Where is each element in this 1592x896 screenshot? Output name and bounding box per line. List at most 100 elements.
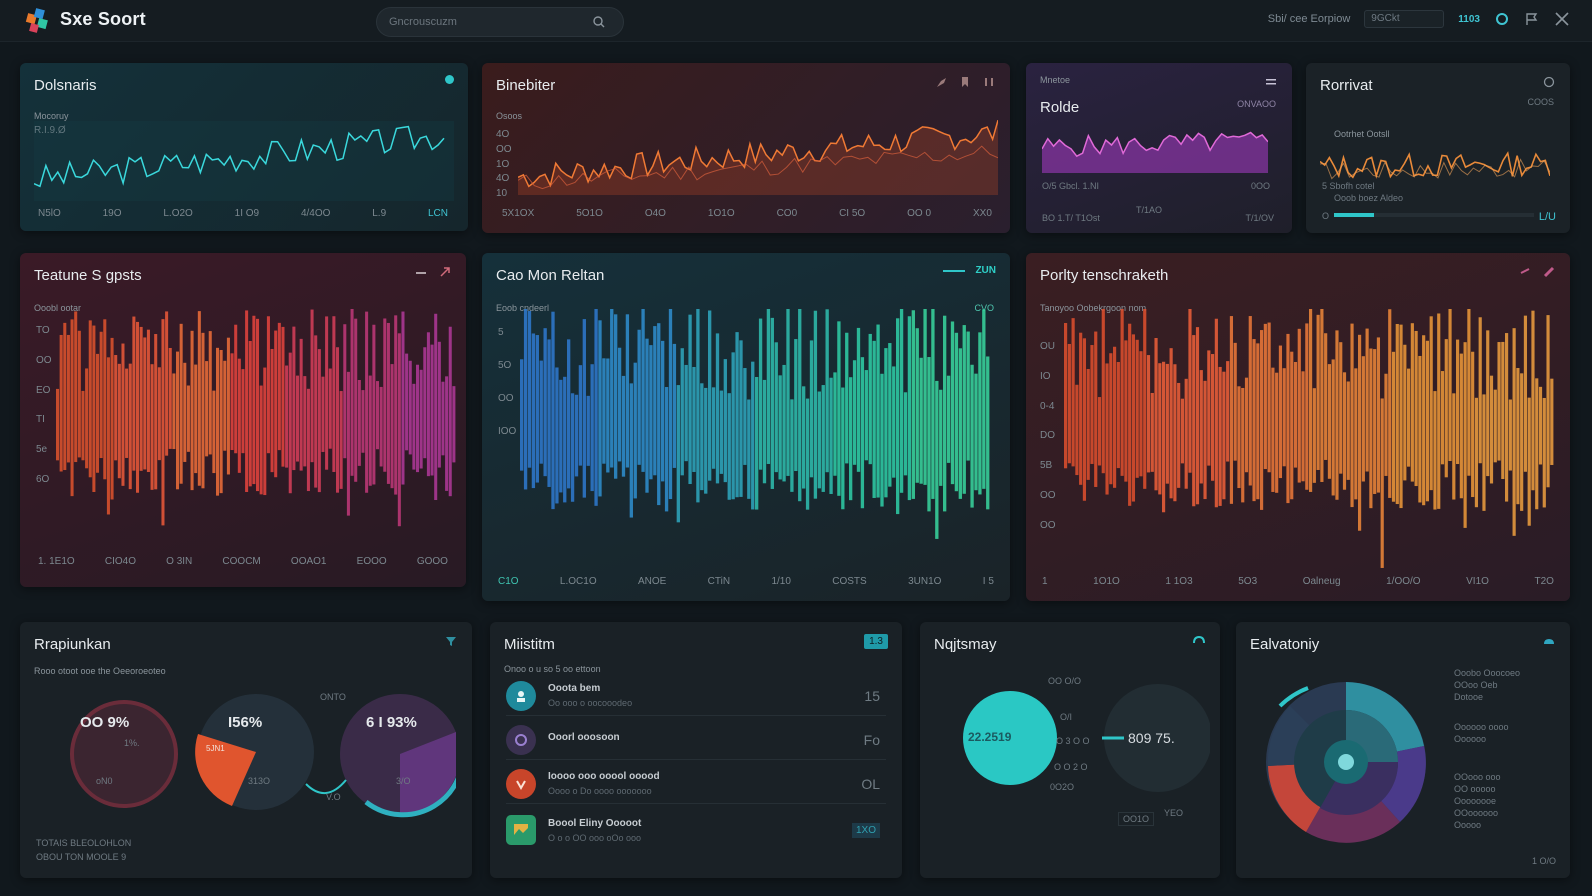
waveform-bar [954,332,959,492]
panel-title: Rolde [1040,99,1080,116]
filter-icon[interactable] [444,634,458,648]
waveform-bar [523,309,528,490]
waveform-bar [555,367,559,504]
waveform-bar [1501,341,1505,480]
waveform-bar [680,348,684,476]
alert-icon [506,768,536,799]
waveform-bar [657,323,661,506]
gauge-sub: 3/O [396,776,411,786]
list-item[interactable]: Boool Eliny Ooooot O o o OO ooo oOo ooo 1… [506,810,886,850]
search-box[interactable] [376,7,624,37]
list-item-value: 1XO [851,822,880,838]
tick-label: TO [36,325,50,336]
list-item[interactable]: Ooorl ooosoon Fo [506,720,886,760]
waveform-bar [1456,339,1460,465]
top-badge[interactable]: 1103 [1458,13,1480,25]
tick-label: EOOO [356,556,387,567]
waveform-bar [1252,339,1256,502]
gauge-sub: 5JN1 [206,744,225,753]
status-dot-icon[interactable] [445,75,454,84]
bar-waveform-chart [56,309,456,527]
tick-label: TI [36,414,45,426]
flag-icon[interactable] [1524,11,1540,27]
waveform-bar [110,337,114,500]
waveform-bar [1358,334,1362,531]
refresh-icon[interactable] [1542,75,1556,89]
waveform-bar [696,309,700,503]
top-date-field[interactable]: 9GCkt [1364,10,1445,28]
waveform-bar [328,368,332,449]
waveform-bar [1218,366,1222,506]
panel-footer-right: T/1/OV [1245,213,1274,223]
waveform-bar [1331,359,1335,496]
panel-badge[interactable]: ZUN [975,265,996,276]
waveform-bar [829,377,833,494]
waveform-bar [1071,318,1075,467]
waveform-bar [747,399,751,499]
link-icon[interactable] [1192,634,1206,648]
user-icon[interactable] [1494,11,1510,27]
waveform-bar [1192,335,1196,507]
search-input[interactable] [389,16,579,28]
x-axis-ticks: 5X1OX 5O1O O4O 1O1O CO0 CI 5O OO 0 XX0 [502,208,992,219]
waveform-bar [582,319,586,498]
waveform-bar [92,325,96,493]
list-item[interactable]: Ooota bem Oo ooo o oocooodeo 15 [506,676,886,716]
waveform-bar [310,309,314,463]
waveform-bar [629,383,633,518]
waveform-bar [1546,315,1550,488]
search-icon[interactable] [593,16,605,28]
waveform-bar [1489,375,1494,484]
panel-badge[interactable]: 1.3 [864,634,888,649]
waveform-bar [1327,364,1332,479]
waveform-bar [445,376,449,491]
panel-header: Mnetoe [1040,75,1071,85]
waveform-bar [1391,351,1396,502]
waveform-bar [248,340,252,487]
legend-label: Ooooo [1454,820,1482,830]
minimize-icon[interactable] [943,269,966,272]
tick-label: 6O [36,473,50,485]
expand-icon[interactable] [438,265,452,279]
gauge-value: OO 9% [80,714,130,731]
waveform-bar [1271,367,1275,492]
tick-label: 5B [1040,460,1053,472]
minimize-icon[interactable] [414,265,428,279]
waveform-bar [397,333,401,527]
waveform-bar [790,399,794,492]
bookmark-icon[interactable] [958,75,972,89]
list-item[interactable]: Ioooo ooo ooool ooood Oooo o Do oooo oooo… [506,764,886,804]
waveform-bar [437,341,441,468]
waveform-bar [1214,318,1218,508]
waveform-bar [1116,362,1120,469]
series-line-secondary [518,145,998,190]
pin-icon[interactable] [934,75,948,89]
waveform-bar [637,329,641,465]
pin-icon[interactable] [1518,265,1532,279]
waveform-bar [813,310,818,499]
panel-teatune-signals: Teatune S gpsts Ooobl ootar TO OO EO TI … [20,253,466,587]
waveform-bar [314,335,318,488]
waveform-bar [1425,340,1430,502]
area-chart [1042,131,1268,173]
tools-icon[interactable] [1554,11,1570,27]
waveform-bar [962,325,966,494]
waveform-bar [354,318,358,482]
waveform-bar [751,361,755,510]
waveform-bar [1131,334,1136,502]
waveform-bar [935,380,939,539]
waveform-bar [1339,342,1343,474]
cloud-icon[interactable] [1542,634,1556,648]
waveform-bar [1422,335,1426,506]
waveform-bar [970,364,974,508]
menu-icon[interactable] [1264,75,1278,89]
tick-label: 1 1O3 [1165,576,1193,587]
gauge-sub: OO O/O [1048,676,1082,686]
edit-icon[interactable] [1542,265,1556,279]
waveform-bar [1407,368,1411,467]
app-title: Sxe Soort [60,9,146,29]
y-axis-ticks: OU IO 0-4 DO 5B OO OO [1040,341,1056,531]
more-icon[interactable] [982,75,996,89]
waveform-bar [1177,382,1181,488]
waveform-bar [802,386,806,489]
